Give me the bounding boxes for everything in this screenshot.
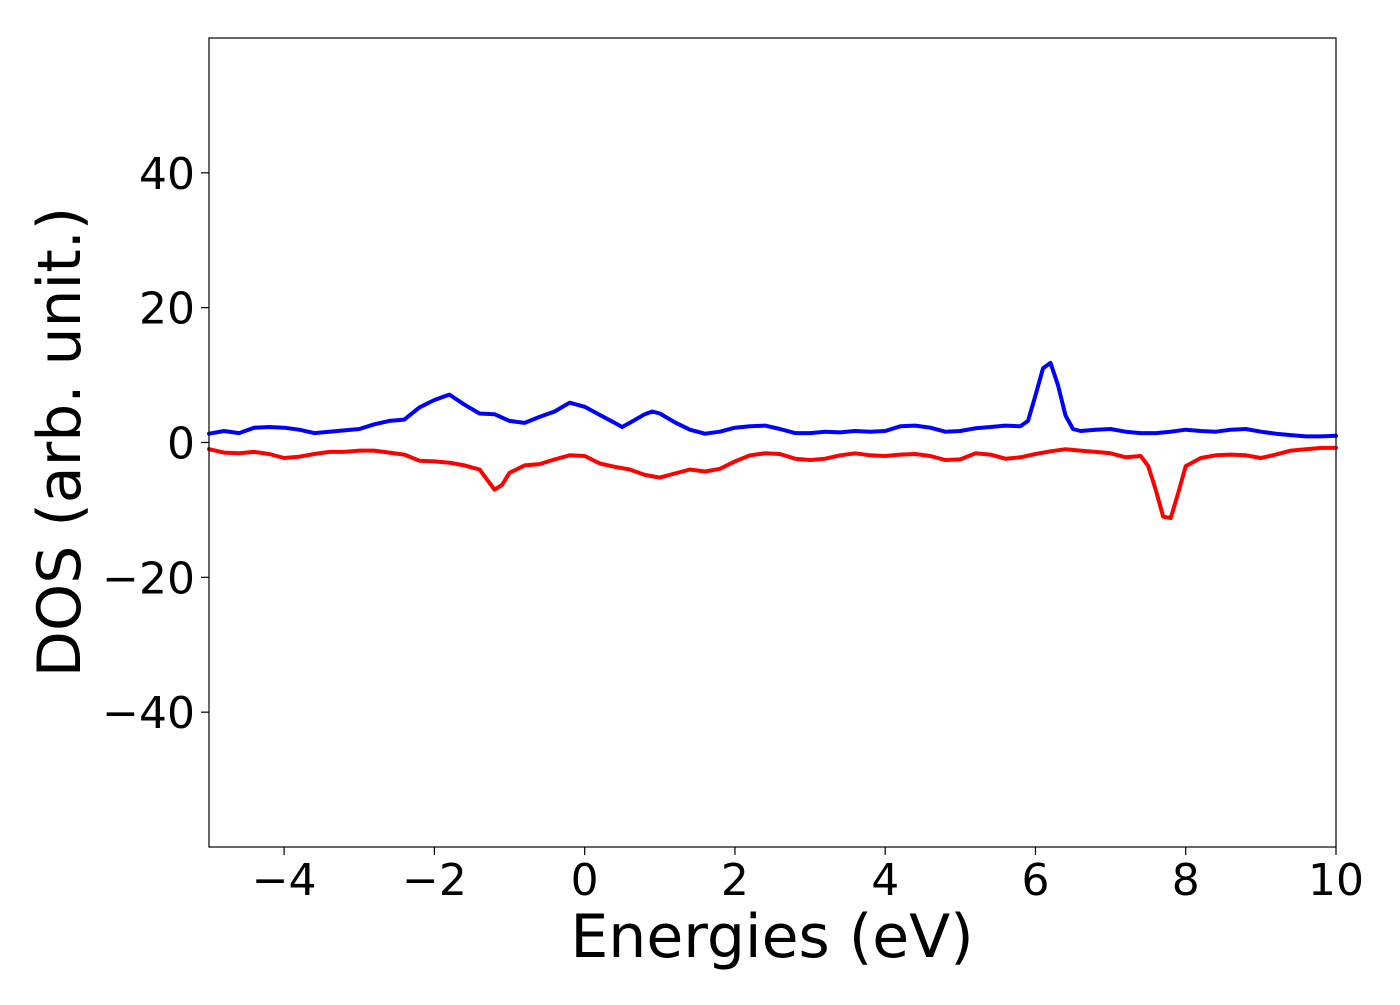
y-axis-ticks: −40 −20 0 20 40 <box>102 149 209 739</box>
x-tick-label: 8 <box>1172 855 1200 906</box>
x-tick-label: −2 <box>402 855 467 906</box>
x-tick-label: 0 <box>571 855 599 906</box>
series-line-2 <box>207 445 1338 520</box>
y-tick-label: −20 <box>102 553 195 604</box>
y-tick-label: −40 <box>102 688 195 739</box>
y-tick-label: 40 <box>139 149 195 200</box>
x-axis-label: Energies (eV) <box>570 902 973 972</box>
series-line-1 <box>207 360 1338 439</box>
x-tick-label: 10 <box>1308 855 1364 906</box>
x-axis-ticks: −4 −2 0 2 4 6 8 10 <box>252 847 1364 906</box>
x-tick-label: 2 <box>721 855 749 906</box>
y-axis-label: DOS (arb. unit.) <box>25 207 95 677</box>
x-tick-label: 6 <box>1021 855 1049 906</box>
y-tick-label: 0 <box>167 419 195 470</box>
y-tick-label: 20 <box>139 284 195 335</box>
x-tick-label: 4 <box>871 855 899 906</box>
series-layer <box>207 360 1338 520</box>
x-tick-label: −4 <box>252 855 317 906</box>
plot-frame <box>208 37 1337 848</box>
